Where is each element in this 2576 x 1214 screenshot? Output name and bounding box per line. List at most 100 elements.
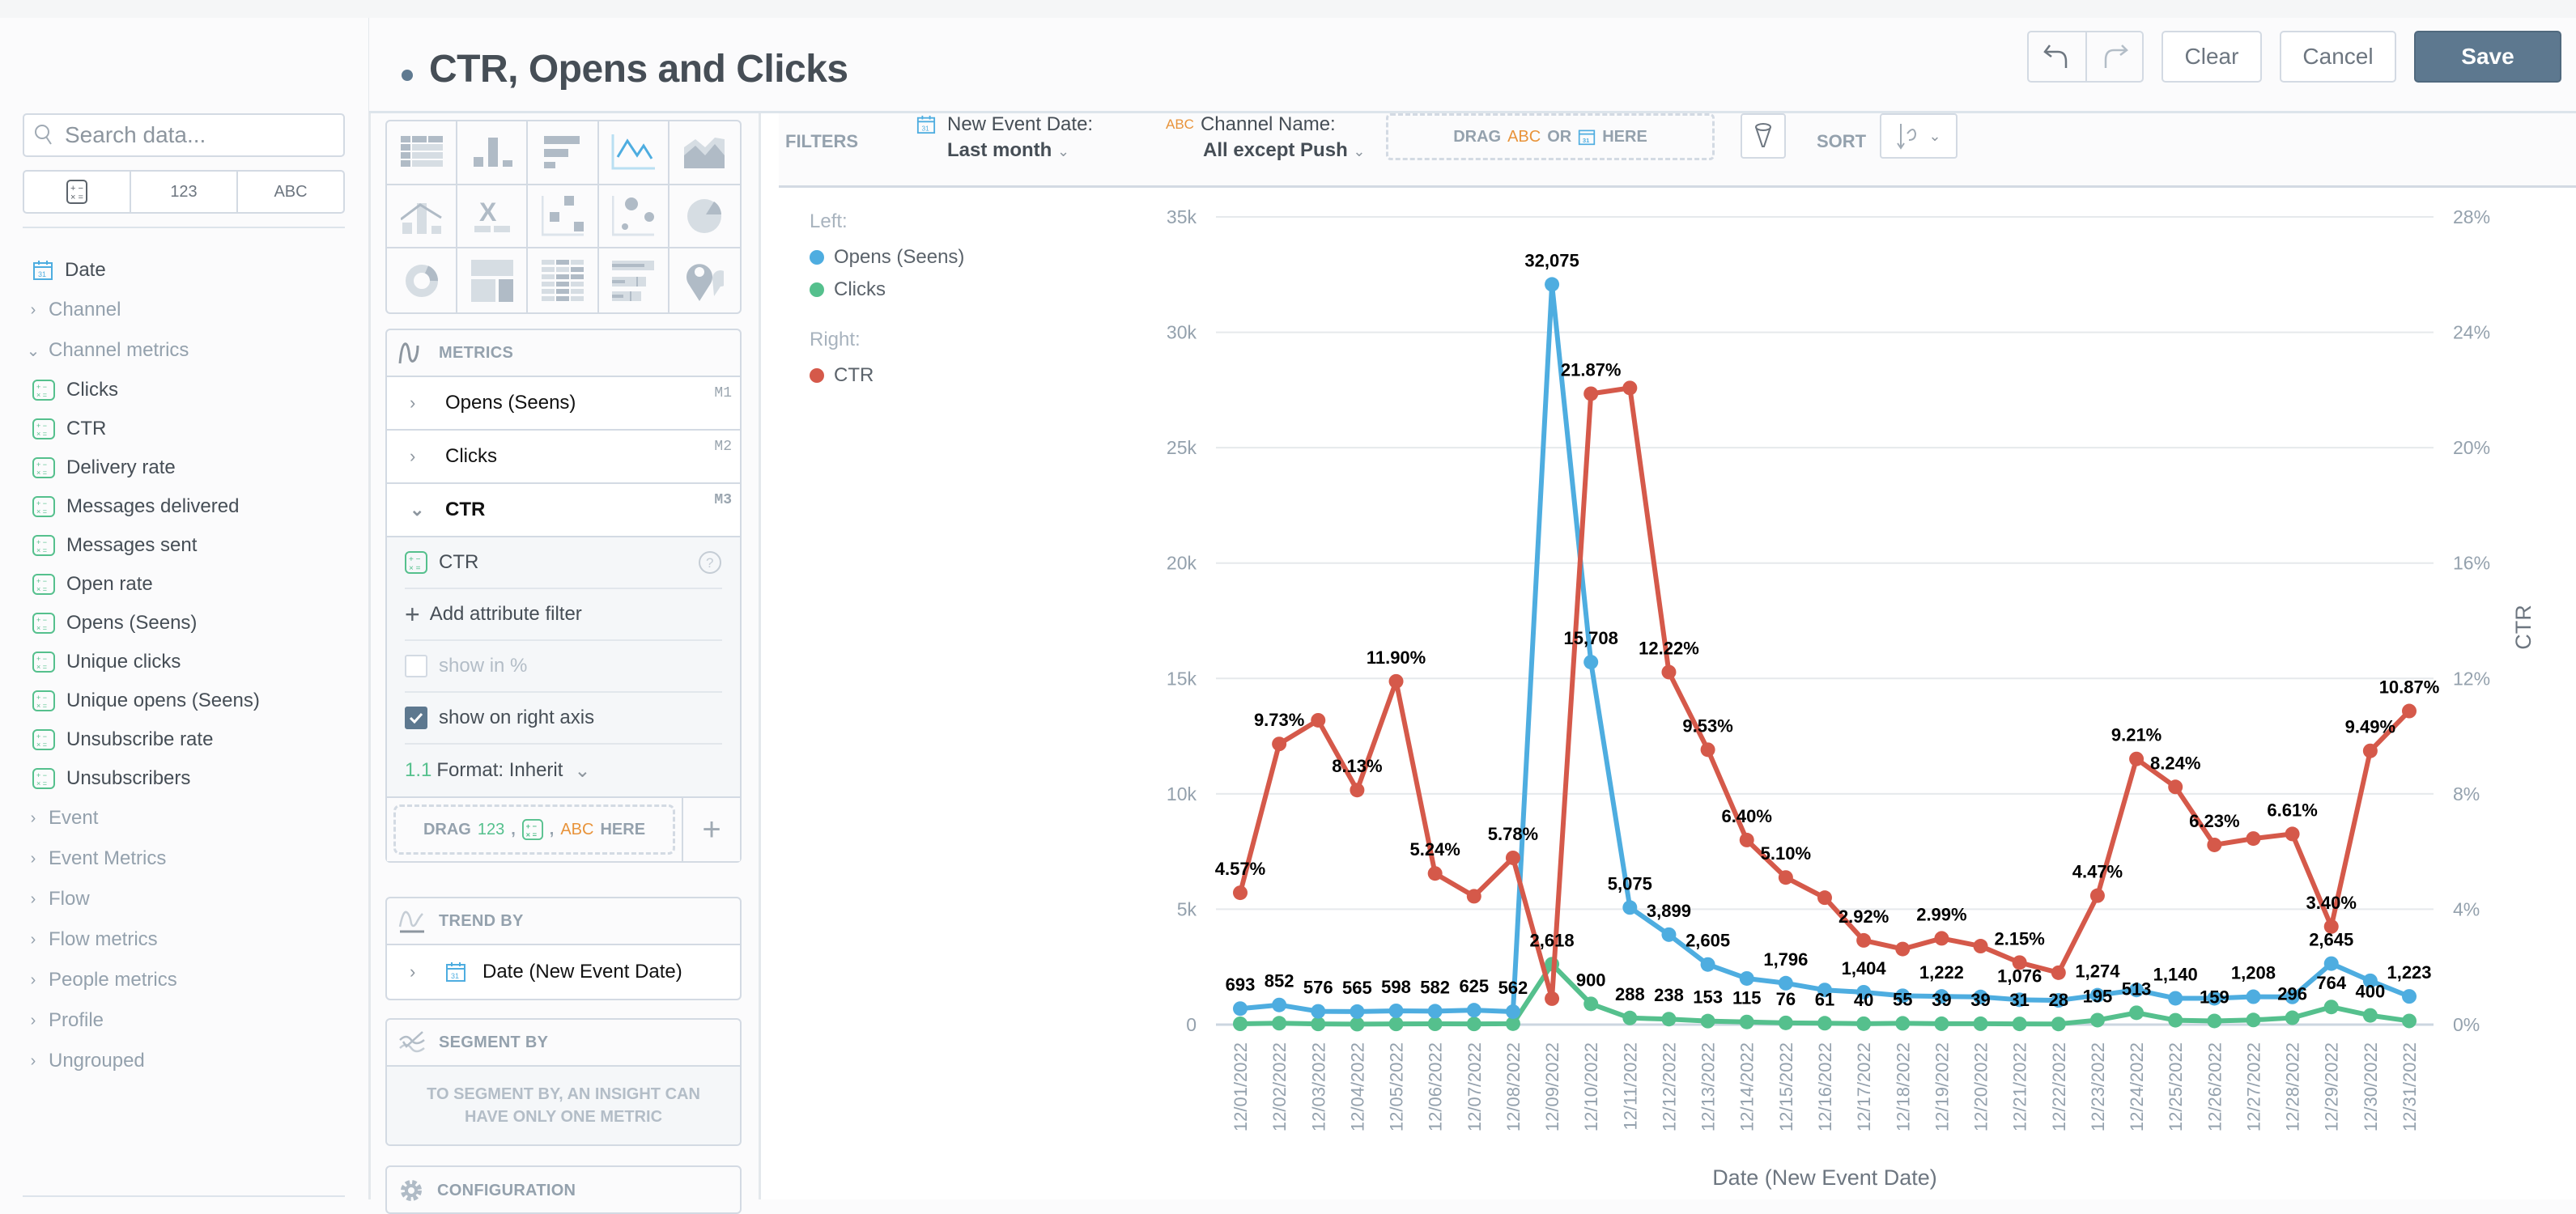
chart-area: FILTERS 31 New Event Date: Last month ⌄ …: [761, 113, 2576, 1199]
search-input[interactable]: [65, 122, 324, 148]
data-label: 565: [1342, 978, 1372, 998]
catalog-metric-item[interactable]: + − × = Messages delivered: [24, 487, 356, 526]
sort-button[interactable]: ⌄: [1880, 113, 1958, 159]
filter-drop-zone[interactable]: DRAG ABC OR 31 HERE: [1386, 113, 1715, 160]
catalog-metric-item[interactable]: + − × = Unique clicks: [24, 643, 356, 681]
data-point: [2402, 989, 2417, 1004]
catalog-group-label: Flow metrics: [49, 928, 158, 950]
metric-row-m3[interactable]: ⌄ CTR M3: [387, 484, 740, 537]
vis-combo[interactable]: [387, 185, 458, 249]
show-in-percent-checkbox[interactable]: [405, 655, 427, 677]
right-axis-tick-label: 4%: [2453, 898, 2480, 919]
data-point: [1583, 996, 1599, 1012]
search-box[interactable]: [23, 113, 345, 157]
show-on-right-axis-checkbox[interactable]: [405, 707, 427, 729]
catalog-group[interactable]: › Ungrouped: [24, 1041, 356, 1081]
x-axis-tick-label: 12/12/2022: [1659, 1042, 1679, 1131]
catalog-group-channel-metrics[interactable]: ⌄ Channel metrics: [24, 330, 356, 371]
vis-scatter[interactable]: [528, 185, 599, 249]
vis-pie[interactable]: [669, 185, 740, 249]
catalog-item-label: CTR: [66, 418, 107, 439]
catalog-group[interactable]: › People metrics: [24, 960, 356, 1000]
configuration-panel[interactable]: CONFIGURATION: [385, 1165, 742, 1214]
legend-item-clicks[interactable]: Clicks: [810, 274, 964, 306]
data-point: [1388, 673, 1404, 689]
data-label: 900: [1576, 970, 1606, 990]
catalog-metric-item[interactable]: + − × = Unsubscribers: [24, 759, 356, 798]
catalog-metric-item[interactable]: + − × = Delivery rate: [24, 448, 356, 487]
catalog-group-channel[interactable]: › Channel: [24, 290, 356, 330]
catalog-group[interactable]: › Profile: [24, 1000, 356, 1041]
format-dropdown[interactable]: 1.1 Format: Inherit ⌄: [405, 745, 722, 796]
data-label: 1,222: [1919, 962, 1964, 983]
data-point: [2089, 888, 2105, 903]
chevron-right-icon: ›: [30, 809, 36, 827]
add-metric-button[interactable]: +: [682, 798, 740, 861]
vis-donut[interactable]: [387, 248, 458, 312]
metric-drop-zone[interactable]: DRAG 123 , + − × = , ABC HERE: [393, 804, 675, 855]
help-icon[interactable]: ?: [698, 550, 722, 575]
vis-area[interactable]: [669, 121, 740, 185]
save-button[interactable]: Save: [2414, 31, 2561, 83]
catalog-metric-item[interactable]: + − × = CTR: [24, 410, 356, 448]
data-point: [1272, 1016, 1287, 1031]
data-point: [2168, 1012, 2183, 1028]
catalog-group-label: Ungrouped: [49, 1050, 145, 1072]
svg-text:X: X: [479, 200, 497, 227]
vis-line[interactable]: [598, 121, 670, 185]
divider: [23, 227, 345, 228]
data-point: [1973, 989, 1988, 1004]
catalog-metric-item[interactable]: + − × = Opens (Seens): [24, 604, 356, 643]
clear-button[interactable]: Clear: [2162, 31, 2262, 83]
calendar-icon: 31: [33, 261, 53, 280]
catalog-group[interactable]: › Event Metrics: [24, 838, 356, 879]
metric-row-m1[interactable]: › Opens (Seens) M1: [387, 377, 740, 431]
metrics-header: METRICS: [387, 330, 740, 377]
insight-title[interactable]: CTR, Opens and Clicks: [429, 48, 848, 91]
catalog-metric-item[interactable]: + − × = Messages sent: [24, 526, 356, 565]
catalog-group[interactable]: › Flow metrics: [24, 919, 356, 960]
catalog-group[interactable]: › Event: [24, 798, 356, 838]
redo-button[interactable]: [2085, 32, 2142, 81]
calculator-icon: + −× =: [32, 768, 55, 789]
type-filter-metrics[interactable]: + − × =: [24, 172, 130, 212]
vis-headline[interactable]: X: [457, 185, 529, 249]
vis-geo[interactable]: [670, 248, 740, 312]
type-filter-text[interactable]: ABC: [236, 172, 343, 212]
legend-item-ctr[interactable]: CTR: [810, 359, 964, 392]
type-filter-numbers[interactable]: 123: [130, 172, 236, 212]
top-strip: [0, 0, 2576, 18]
vis-treemap[interactable]: [457, 248, 529, 312]
catalog-item-date[interactable]: 31 Date: [24, 251, 356, 290]
attribute-filter-button[interactable]: [1741, 113, 1786, 159]
catalog-metric-item[interactable]: + − × = Open rate: [24, 565, 356, 604]
chevron-right-icon: ›: [30, 970, 36, 989]
catalog-metric-item[interactable]: + − × = Unsubscribe rate: [24, 720, 356, 759]
data-point: [1934, 931, 1949, 946]
filter-channel-name[interactable]: ABC Channel Name: All except Push ⌄: [1166, 113, 1366, 162]
vis-bubble[interactable]: [598, 185, 670, 249]
filter-new-event-date[interactable]: 31 New Event Date: Last month ⌄: [916, 113, 1093, 162]
data-label: 115: [1732, 988, 1762, 1008]
trend-by-item[interactable]: › 31 Date (New Event Date): [387, 945, 740, 999]
data-point: [2051, 1017, 2066, 1032]
undo-button[interactable]: [2029, 32, 2085, 81]
catalog-metric-item[interactable]: + − × = Unique opens (Seens): [24, 681, 356, 720]
vis-heatmap[interactable]: [528, 248, 599, 312]
cancel-button[interactable]: Cancel: [2280, 31, 2396, 83]
add-attribute-filter-button[interactable]: + Add attribute filter: [405, 589, 722, 641]
legend-item-opens[interactable]: Opens (Seens): [810, 241, 964, 274]
catalog-group[interactable]: › Flow: [24, 879, 356, 919]
metric-row-m2[interactable]: › Clicks M2: [387, 431, 740, 484]
vis-column[interactable]: [457, 121, 529, 185]
chevron-right-icon: ›: [410, 961, 416, 982]
vis-table[interactable]: [387, 121, 458, 185]
drop-text: OR: [1547, 127, 1572, 146]
vis-bar[interactable]: [528, 121, 599, 185]
search-icon: [35, 125, 52, 145]
catalog-metric-item[interactable]: + − × = Clicks: [24, 371, 356, 410]
vis-bullet[interactable]: [599, 248, 670, 312]
legend-label: Opens (Seens): [834, 246, 965, 268]
svg-text:× =: × =: [409, 564, 421, 573]
svg-text:+ −: + −: [36, 383, 47, 391]
